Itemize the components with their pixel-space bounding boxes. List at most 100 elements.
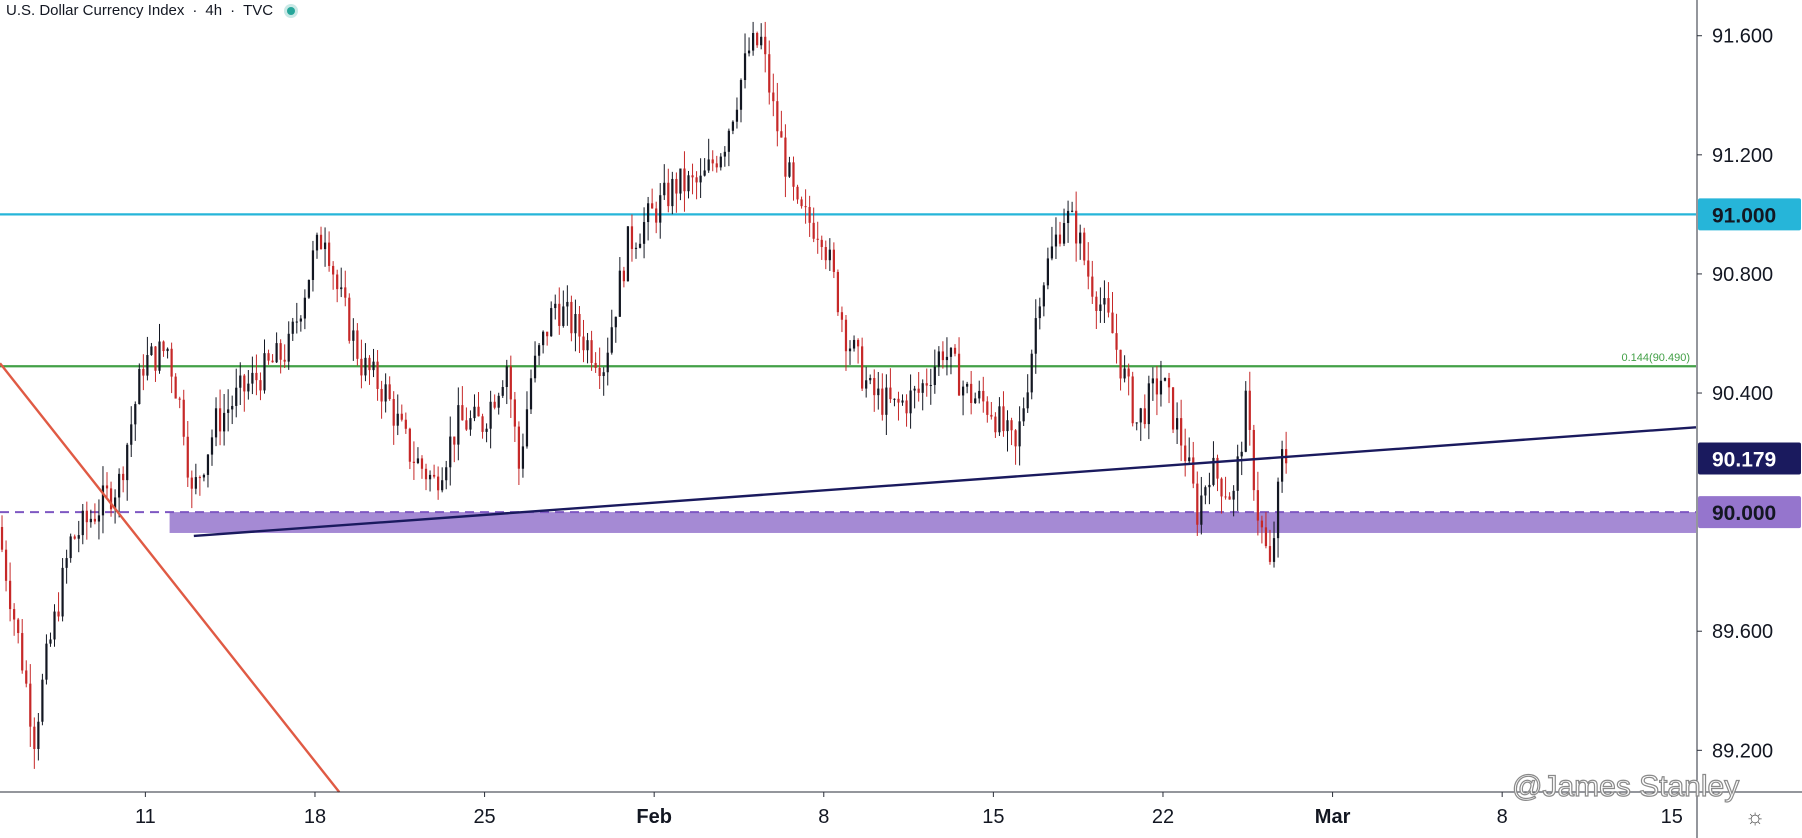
candle-body	[1232, 490, 1235, 500]
market-status-icon	[287, 6, 296, 15]
candle-body	[493, 401, 496, 408]
candle-body	[1167, 378, 1171, 388]
candle-body	[881, 388, 884, 415]
candle-body	[719, 156, 722, 168]
candle-body	[901, 400, 904, 403]
lines-layer	[0, 362, 1697, 793]
candle-body	[743, 53, 747, 81]
candle-body	[840, 312, 844, 320]
candle-body	[590, 340, 593, 363]
candle-body	[1002, 406, 1005, 432]
candle-body	[865, 380, 868, 389]
candle-body	[89, 518, 92, 523]
candle-body	[1087, 260, 1090, 277]
candle-body	[57, 611, 60, 617]
candle-body	[1099, 304, 1102, 311]
candle-body	[61, 567, 64, 617]
x-tick-label: 15	[1661, 806, 1683, 828]
candle-body	[311, 250, 315, 280]
candle-body	[695, 177, 698, 183]
x-tick-label: Mar	[1315, 806, 1351, 828]
interval-label[interactable]: 4h	[205, 2, 223, 19]
candle-body	[659, 195, 662, 223]
candle-body	[8, 580, 12, 610]
candle-body	[655, 208, 658, 223]
candle-body	[776, 101, 779, 132]
candle-body	[1260, 520, 1264, 528]
candle-body	[126, 444, 129, 481]
candle-body	[356, 330, 359, 359]
candle-body	[598, 367, 601, 377]
candle-body	[994, 416, 997, 433]
candle-body	[453, 436, 456, 445]
header-separator: ·	[192, 2, 198, 19]
candle-body	[477, 406, 480, 417]
candle-body	[1228, 496, 1231, 500]
candle-body	[638, 243, 642, 248]
fib-level-label: 0.144(90.490)	[1622, 352, 1691, 364]
candle-body	[1079, 232, 1082, 244]
candle-body	[428, 474, 432, 480]
price-level-badge-bg	[1698, 198, 1801, 231]
candle-body	[303, 297, 306, 319]
candle-body	[869, 377, 872, 381]
candle-body	[1196, 483, 1199, 525]
candle-body	[558, 303, 561, 326]
candle-body	[836, 271, 840, 313]
candle-body	[29, 683, 32, 727]
candle-body	[861, 346, 864, 389]
y-tick-label: 90.800	[1712, 264, 1773, 286]
candle-body	[844, 319, 848, 352]
candle-body	[1014, 430, 1017, 447]
candle-body	[130, 424, 133, 445]
candle-body	[1264, 527, 1268, 547]
candle-body	[1184, 445, 1187, 462]
candle-body	[1131, 376, 1134, 424]
candle-body	[808, 207, 811, 223]
candle-body	[465, 420, 468, 430]
candle-body	[933, 366, 936, 386]
candle-body	[517, 426, 521, 469]
candle-body	[13, 609, 16, 620]
watermark: @James Stanley	[1511, 769, 1740, 803]
candle-body	[263, 353, 266, 391]
source-label: TVC	[243, 2, 274, 19]
candle-body	[1208, 484, 1211, 488]
candle-body	[683, 168, 686, 192]
candle-body	[913, 388, 916, 391]
candle-body	[630, 226, 634, 249]
candle-body	[174, 376, 177, 399]
x-tick-label: 11	[135, 806, 156, 828]
candle-body	[885, 387, 888, 415]
candle-body	[408, 428, 411, 462]
candle-body	[77, 535, 80, 539]
candle-body	[315, 234, 319, 251]
candle-body	[25, 670, 28, 684]
gear-icon[interactable]: ☼	[1745, 804, 1766, 829]
symbol-name[interactable]: U.S. Dollar Currency Index	[6, 2, 185, 19]
candle-body	[118, 473, 121, 498]
candle-body	[372, 361, 375, 371]
chart-header: U.S. Dollar Currency Index · 4h · TVC	[6, 2, 296, 19]
candle-body	[554, 303, 557, 309]
candle-body	[1123, 368, 1126, 379]
candle-body	[4, 549, 8, 581]
candle-body	[671, 178, 674, 207]
candle-body	[828, 249, 831, 261]
candle-body	[760, 36, 763, 46]
candle-body	[340, 287, 343, 290]
candle-body	[251, 372, 254, 384]
candle-body	[178, 398, 181, 400]
candle-body	[267, 353, 270, 361]
candle-body	[986, 401, 989, 415]
candle-body	[812, 222, 815, 239]
candle-body	[1175, 418, 1179, 430]
candle-body	[1151, 378, 1154, 384]
y-tick-label: 91.200	[1712, 145, 1773, 167]
candle-body	[756, 32, 759, 46]
candle-body	[509, 366, 512, 400]
candle-body	[1180, 418, 1183, 446]
candle-body	[1042, 285, 1045, 307]
candle-body	[852, 339, 856, 349]
